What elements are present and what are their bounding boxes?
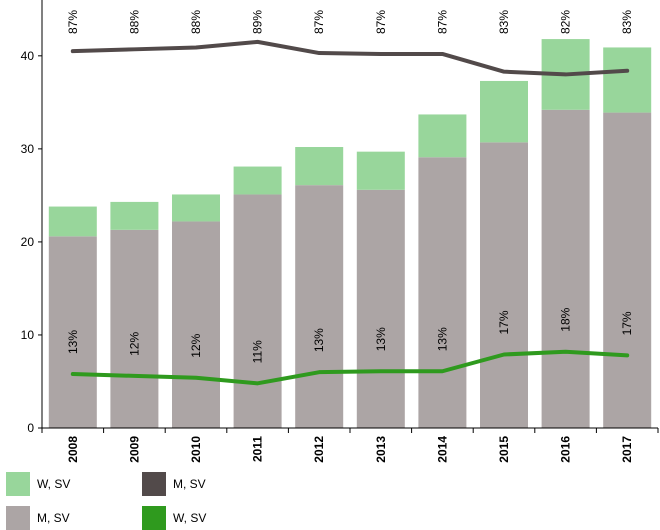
- x-tick-label: 2011: [251, 436, 265, 462]
- legend: W, SV M, SV M, SV W, SV: [6, 470, 306, 528]
- y-tick-label: 20: [21, 235, 35, 249]
- x-tick-label: 2017: [620, 436, 634, 463]
- legend-label: W, SV: [173, 511, 206, 525]
- bar-segment: [110, 230, 158, 428]
- y-tick-label: 30: [21, 142, 35, 156]
- y-tick-label: 40: [21, 49, 35, 63]
- data-label: 13%: [435, 327, 449, 351]
- data-label: 89%: [251, 10, 265, 34]
- legend-swatch: [6, 472, 30, 496]
- data-label: 88%: [189, 10, 203, 34]
- data-label: 87%: [66, 10, 80, 34]
- bar-segment: [603, 113, 651, 428]
- data-label: 82%: [559, 10, 573, 34]
- data-label: 87%: [374, 10, 388, 34]
- x-tick-label: 2015: [497, 436, 511, 463]
- data-label: 12%: [127, 332, 141, 356]
- data-label: 18%: [559, 307, 573, 331]
- bar-segment: [49, 207, 97, 237]
- bar-segment: [418, 114, 466, 157]
- data-label: 17%: [620, 311, 634, 335]
- bar-segment: [295, 147, 343, 185]
- bar-segment: [357, 190, 405, 428]
- bar-segment: [172, 221, 220, 428]
- bar-segment: [480, 81, 528, 142]
- legend-swatch: [142, 472, 166, 496]
- x-tick-label: 2016: [559, 436, 573, 463]
- legend-item-m-sv-bar: M, SV: [6, 506, 70, 530]
- x-tick-label: 2013: [374, 436, 388, 463]
- legend-item-w-sv-line: W, SV: [142, 506, 206, 530]
- x-tick-label: 2009: [127, 436, 141, 463]
- bar-segment: [172, 194, 220, 221]
- data-label: 13%: [374, 327, 388, 351]
- x-tick-label: 2008: [66, 436, 80, 463]
- bar-segment: [357, 152, 405, 190]
- legend-label: W, SV: [37, 477, 70, 491]
- bar-segment: [234, 167, 282, 195]
- data-label: 17%: [497, 310, 511, 334]
- legend-swatch: [6, 506, 30, 530]
- bar-segment: [603, 47, 651, 112]
- data-label: 83%: [497, 10, 511, 34]
- bar-segment: [234, 194, 282, 428]
- chart: 0 10 20 30 40 2008 2009 2010 2011 2012 2013 2014 201…: [0, 0, 660, 470]
- legend-label: M, SV: [37, 511, 70, 525]
- x-tick-label: 2012: [312, 436, 326, 463]
- x-tick-label: 2010: [189, 436, 203, 463]
- bar-segment: [110, 202, 158, 230]
- data-label: 87%: [435, 10, 449, 34]
- data-label: 88%: [127, 10, 141, 34]
- data-label: 11%: [251, 340, 265, 363]
- y-tick-label: 10: [21, 328, 35, 342]
- data-label: 13%: [312, 328, 326, 352]
- legend-swatch: [142, 506, 166, 530]
- legend-item-m-sv-line: M, SV: [142, 472, 206, 496]
- bar-segment: [418, 157, 466, 428]
- bar-segment: [542, 110, 590, 428]
- legend-label: M, SV: [173, 477, 206, 491]
- y-tick-label: 0: [27, 421, 34, 435]
- x-tick-label: 2014: [435, 436, 449, 463]
- legend-item-w-sv-bar: W, SV: [6, 472, 70, 496]
- data-label: 12%: [189, 333, 203, 357]
- data-label: 13%: [66, 330, 80, 354]
- bar-segment: [480, 142, 528, 428]
- bar-segment: [295, 185, 343, 428]
- data-label: 87%: [312, 10, 326, 34]
- data-label: 83%: [620, 10, 634, 34]
